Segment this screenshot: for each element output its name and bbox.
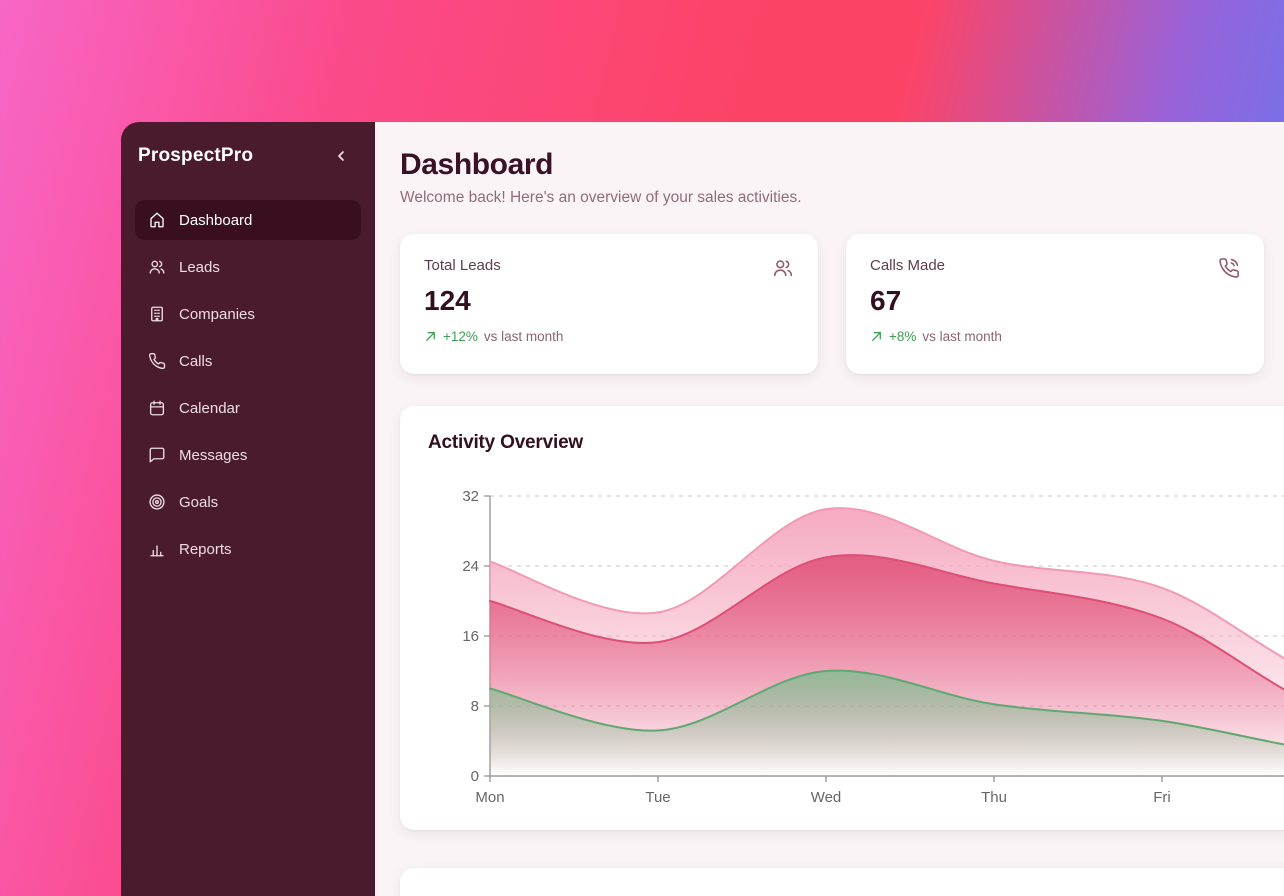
activity-overview-card: Activity Overview 0 8 16 24 32 Mon Tue Wed Thu Fr… [400, 406, 1284, 830]
chart-title: Activity Overview [428, 432, 584, 453]
svg-text:8: 8 [471, 698, 479, 715]
main-content: Dashboard Welcome back! Here's an overvi… [375, 122, 1284, 896]
svg-text:24: 24 [462, 558, 479, 575]
sidebar-item-calls[interactable]: Calls [135, 341, 361, 381]
sidebar-item-calendar[interactable]: Calendar [135, 388, 361, 428]
stat-card-total-leads: Total Leads 124 +12% vs last month [400, 234, 818, 374]
stat-delta-suffix: vs last month [922, 329, 1002, 344]
sidebar-item-goals[interactable]: Goals [135, 482, 361, 522]
bottom-card [400, 868, 1284, 896]
stat-label: Total Leads [424, 257, 501, 274]
svg-text:Thu: Thu [981, 789, 1007, 806]
svg-text:Tue: Tue [645, 789, 670, 806]
sidebar-item-label: Companies [179, 305, 255, 323]
message-square-icon [148, 446, 166, 464]
users-icon [772, 257, 794, 279]
sidebar-item-label: Leads [179, 258, 220, 276]
sidebar-item-companies[interactable]: Companies [135, 294, 361, 334]
trend-up-icon [424, 330, 437, 343]
app-window: ProspectPro Dashboard Leads [121, 122, 1284, 896]
sidebar-collapse-button[interactable] [331, 146, 351, 166]
stat-delta: +8% [889, 329, 917, 344]
svg-text:Wed: Wed [811, 789, 842, 806]
phone-icon [148, 352, 166, 370]
page-title: Dashboard [400, 148, 554, 181]
sidebar-item-label: Goals [179, 493, 219, 511]
sidebar-item-label: Reports [179, 540, 232, 558]
stat-delta: +12% [443, 329, 478, 344]
svg-text:Fri: Fri [1153, 789, 1171, 806]
page-subtitle: Welcome back! Here's an overview of your… [400, 189, 802, 206]
svg-text:16: 16 [462, 628, 479, 645]
trend-up-icon [870, 330, 883, 343]
sidebar: ProspectPro Dashboard Leads [121, 122, 375, 896]
stat-delta-suffix: vs last month [483, 329, 564, 344]
sidebar-item-messages[interactable]: Messages [135, 435, 361, 475]
phone-call-icon [1218, 257, 1240, 279]
users-icon [148, 258, 166, 276]
stat-card-calls-made: Calls Made 67 +8% vs last month [846, 234, 1264, 374]
sidebar-item-reports[interactable]: Reports [135, 529, 361, 569]
stat-value: 67 [870, 285, 902, 316]
sidebar-item-label: Dashboard [179, 211, 253, 229]
sidebar-item-leads[interactable]: Leads [135, 247, 361, 287]
chevron-left-icon [333, 148, 349, 164]
sidebar-item-label: Calendar [179, 399, 240, 417]
svg-text:32: 32 [462, 488, 479, 505]
sidebar-item-label: Messages [179, 446, 248, 464]
svg-text:0: 0 [471, 768, 479, 785]
stats-row: Total Leads 124 +12% vs last month Calls [400, 234, 1284, 374]
sidebar-header: ProspectPro [135, 145, 361, 167]
building-icon [148, 305, 166, 323]
home-icon [148, 211, 166, 229]
target-icon [148, 493, 166, 511]
brand-title: ProspectPro [138, 145, 254, 166]
sidebar-item-dashboard[interactable]: Dashboard [135, 200, 361, 240]
activity-area-chart: 0 8 16 24 32 Mon Tue Wed Thu Fri [462, 488, 1284, 806]
sidebar-nav: Dashboard Leads Companies Calls [135, 200, 361, 569]
sidebar-item-label: Calls [179, 352, 213, 370]
stat-label: Calls Made [870, 257, 946, 274]
bar-chart-icon [148, 540, 166, 558]
stat-value: 124 [424, 285, 471, 316]
calendar-icon [148, 399, 166, 417]
svg-text:Mon: Mon [475, 789, 504, 806]
